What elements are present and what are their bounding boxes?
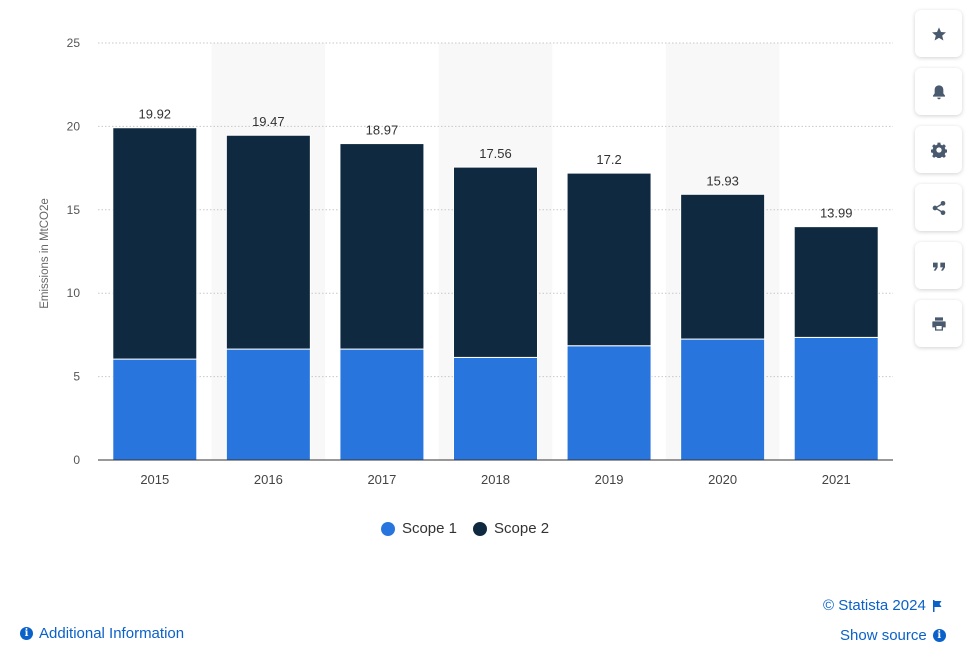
y-tick-label: 15	[67, 203, 81, 217]
bar-scope-2	[225, 134, 311, 350]
x-tick-label: 2015	[140, 472, 169, 487]
bar-scope-1	[793, 336, 879, 461]
star-icon	[931, 26, 946, 41]
bar-scope-2	[680, 193, 766, 340]
additional-information-link[interactable]: i Additional Information	[20, 625, 184, 642]
printer-icon	[931, 316, 946, 331]
show-source-label: Show source	[840, 627, 927, 644]
gear-icon	[930, 142, 947, 158]
legend-label-scope-2: Scope 2	[494, 520, 550, 537]
chart-legend: Scope 1 Scope 2	[0, 520, 930, 537]
y-tick-label: 5	[73, 370, 80, 384]
settings-button[interactable]	[915, 126, 962, 173]
y-axis-title: Emissions in MtCO2e	[39, 198, 51, 309]
bar-scope-2	[339, 143, 425, 350]
legend-dot-scope-2	[473, 521, 487, 536]
x-tick-label: 2019	[595, 472, 624, 487]
additional-information-label: Additional Information	[39, 625, 185, 642]
statista-copyright-link[interactable]: © Statista 2024	[823, 597, 942, 614]
data-label-total: 15.93	[706, 173, 739, 188]
legend-item-scope-2[interactable]: Scope 2	[473, 520, 549, 537]
data-label-total: 17.56	[479, 146, 512, 161]
y-tick-label: 0	[73, 453, 80, 467]
print-button[interactable]	[915, 300, 962, 347]
x-tick-label: 2018	[481, 472, 510, 487]
legend-label-scope-1: Scope 1	[401, 520, 457, 537]
cite-button[interactable]	[915, 242, 962, 289]
y-tick-label: 25	[67, 36, 81, 50]
legend-item-scope-1[interactable]: Scope 1	[380, 520, 457, 537]
flag-icon	[932, 599, 942, 612]
legend-dot-scope-1	[380, 521, 395, 536]
share-button[interactable]	[915, 184, 962, 231]
y-tick-label: 10	[67, 286, 81, 300]
bar-scope-1	[680, 338, 766, 461]
data-label-total: 19.92	[139, 107, 172, 122]
bar-scope-2	[793, 226, 879, 338]
data-label-total: 18.97	[366, 123, 399, 138]
emissions-chart: 0 5 10 15 20 25 Emissions in MtCO2e 19.92 2015 19…	[39, 36, 893, 487]
x-tick-label: 2020	[708, 472, 737, 487]
data-label-total: 17.2	[596, 152, 621, 167]
notification-button[interactable]	[915, 68, 962, 115]
info-icon: i	[932, 629, 946, 642]
chart-toolbar	[915, 10, 962, 358]
info-icon: i	[20, 627, 33, 640]
show-source-link[interactable]: Show source i	[840, 627, 946, 644]
data-label-total: 13.99	[820, 206, 853, 221]
bar-scope-2	[453, 166, 538, 358]
bar-scope-1	[339, 348, 425, 461]
favorite-button[interactable]	[915, 10, 962, 57]
bar-scope-2	[112, 127, 198, 360]
bar-scope-1	[566, 345, 652, 461]
bar-scope-1	[225, 348, 311, 461]
bar-scope-1	[453, 356, 538, 461]
copyright-label: © Statista 2024	[823, 597, 926, 614]
bell-icon	[932, 84, 945, 99]
bar-scope-2	[566, 172, 652, 347]
x-tick-label: 2016	[254, 472, 283, 487]
x-tick-label: 2017	[367, 472, 396, 487]
bar-scope-1	[112, 358, 198, 461]
data-label-total: 19.47	[252, 114, 285, 129]
y-tick-label: 20	[67, 119, 81, 133]
x-tick-label: 2021	[822, 472, 851, 487]
quote-icon	[932, 262, 945, 271]
share-icon	[932, 200, 945, 215]
